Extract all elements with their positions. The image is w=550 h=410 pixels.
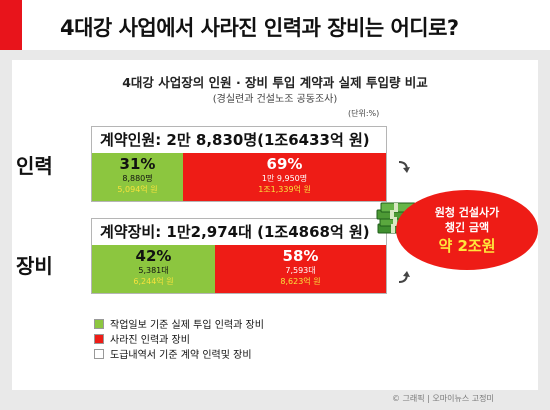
legend-swatch-green (94, 319, 104, 329)
legend-label: 작업일보 기준 실제 투입 인력과 장비 (110, 320, 264, 331)
bar-segment-equipment-missing: 58% 7,593대 8,623억 원 (215, 245, 386, 293)
pct-label: 42% (135, 247, 172, 265)
amount-label: 6,244억 원 (133, 277, 174, 286)
legend-swatch-white (94, 349, 104, 359)
pct-label: 69% (266, 155, 303, 173)
legend-item: 사라진 인력과 장비 (94, 333, 264, 348)
pct-label: 58% (282, 247, 319, 265)
curved-arrow-icon (398, 271, 410, 283)
legend-item: 작업일보 기준 실제 투입 인력과 장비 (94, 318, 264, 333)
callout-line1: 원청 건설사가 (434, 206, 500, 219)
page-title: 4대강 사업에서 사라진 인력과 장비는 어디로? (60, 16, 459, 40)
contract-label-equipment: 계약장비: 1만2,974대 (1조4868억 원) (100, 223, 370, 241)
callout-amount: 약 2조원 (438, 237, 496, 255)
curved-arrow-icon (398, 161, 410, 173)
amount-label: 5,094억 원 (117, 185, 158, 194)
title-bar: 4대강 사업에서 사라진 인력과 장비는 어디로? (0, 0, 550, 50)
legend-swatch-red (94, 334, 104, 344)
title-accent-tab (0, 0, 22, 50)
bar-segment-manpower-actual: 31% 8,880명 5,094억 원 (92, 153, 183, 201)
chart-source: (경실련과 건설노조 공동조사) (212, 94, 338, 105)
side-label-manpower: 인력 (16, 154, 53, 178)
legend-label: 도급내역서 기준 계약 인력및 장비 (110, 350, 252, 361)
bar-segment-equipment-actual: 42% 5,381대 6,244억 원 (92, 245, 215, 293)
bar-segment-manpower-missing: 69% 1만 9,950명 1조1,339억 원 (183, 153, 386, 201)
unit-note: (단위:%) (348, 109, 380, 118)
chart-title: 4대강 사업장의 인원 · 장비 투입 계약과 실제 투입량 비교 (122, 75, 428, 90)
contract-label-manpower: 계약인원: 2만 8,830명(1조6433억 원) (100, 131, 370, 149)
count-label: 5,381대 (138, 266, 169, 275)
pct-label: 31% (119, 155, 156, 173)
count-label: 8,880명 (122, 174, 153, 183)
credit-line: © 그래픽 | 오마이뉴스 고정미 (392, 394, 494, 403)
legend: 작업일보 기준 실제 투입 인력과 장비 사라진 인력과 장비 도급내역서 기준… (94, 318, 264, 363)
contract-bar-manpower: 계약인원: 2만 8,830명(1조6433억 원) 31% 8,880명 5,… (91, 126, 387, 202)
side-label-equipment: 장비 (16, 254, 53, 278)
callout-ellipse: 원청 건설사가 챙긴 금액 약 2조원 (396, 190, 538, 270)
count-label: 1만 9,950명 (261, 174, 308, 183)
legend-label: 사라진 인력과 장비 (110, 335, 190, 346)
contract-bar-equipment: 계약장비: 1만2,974대 (1조4868억 원) 42% 5,381대 6,… (91, 218, 387, 294)
count-label: 7,593대 (285, 266, 316, 275)
amount-label: 8,623억 원 (280, 277, 321, 286)
amount-label: 1조1,339억 원 (258, 185, 311, 194)
legend-item: 도급내역서 기준 계약 인력및 장비 (94, 348, 264, 363)
callout-line2: 챙긴 금액 (444, 221, 490, 234)
